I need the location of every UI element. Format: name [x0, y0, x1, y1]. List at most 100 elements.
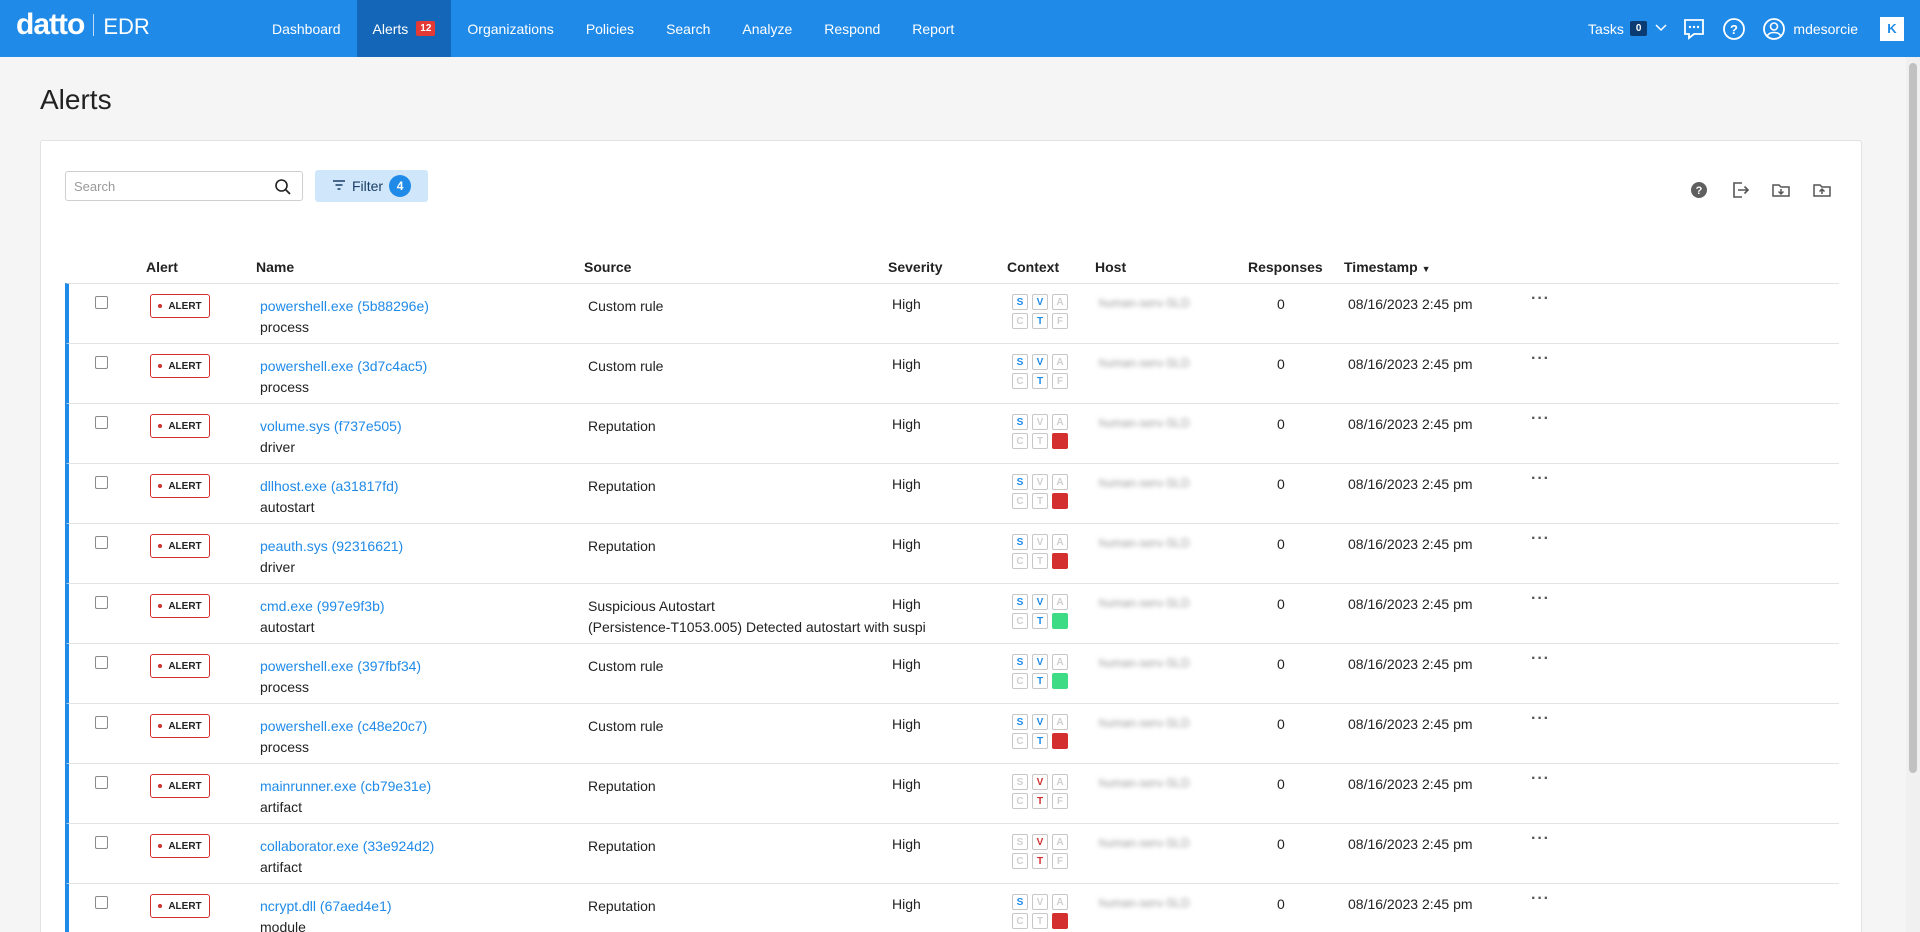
- table-row[interactable]: ALERT mainrunner.exe (cb79e31e) artifact Re…: [65, 763, 1839, 823]
- context-c-indicator[interactable]: C: [1012, 673, 1028, 689]
- context-s-indicator[interactable]: S: [1012, 654, 1028, 670]
- context-a-indicator[interactable]: A: [1052, 654, 1068, 670]
- context-v-indicator[interactable]: V: [1032, 474, 1048, 490]
- table-row[interactable]: ALERT powershell.exe (3d7c4ac5) process Cus…: [65, 343, 1839, 403]
- context-f-indicator[interactable]: F: [1052, 793, 1068, 809]
- context-c-indicator[interactable]: C: [1012, 853, 1028, 869]
- context-t-indicator[interactable]: T: [1032, 613, 1048, 629]
- context-c-indicator[interactable]: C: [1012, 493, 1028, 509]
- context-a-indicator[interactable]: A: [1052, 774, 1068, 790]
- context-v-indicator[interactable]: V: [1032, 894, 1048, 910]
- context-c-indicator[interactable]: C: [1012, 373, 1028, 389]
- context-t-indicator[interactable]: T: [1032, 313, 1048, 329]
- nav-respond[interactable]: Respond: [808, 0, 896, 57]
- row-checkbox[interactable]: [95, 716, 108, 729]
- help-circle-icon[interactable]: ?: [1688, 179, 1710, 201]
- more-actions-icon[interactable]: ···: [1531, 350, 1550, 367]
- page-scrollbar[interactable]: [1906, 57, 1920, 932]
- row-checkbox[interactable]: [95, 596, 108, 609]
- context-s-indicator[interactable]: S: [1012, 294, 1028, 310]
- more-actions-icon[interactable]: ···: [1531, 470, 1550, 487]
- context-s-indicator[interactable]: S: [1012, 594, 1028, 610]
- context-c-indicator[interactable]: C: [1012, 553, 1028, 569]
- table-row[interactable]: ALERT peauth.sys (92316621) driver Reputati…: [65, 523, 1839, 583]
- host-name[interactable]: human-serv-SLD: [1099, 656, 1190, 670]
- context-a-indicator[interactable]: A: [1052, 714, 1068, 730]
- kaseya-logo-icon[interactable]: K: [1880, 16, 1904, 41]
- context-c-indicator[interactable]: C: [1012, 613, 1028, 629]
- context-f-indicator[interactable]: [1052, 553, 1068, 569]
- context-s-indicator[interactable]: S: [1012, 354, 1028, 370]
- alert-name-link[interactable]: powershell.exe (3d7c4ac5): [260, 358, 428, 374]
- context-f-indicator[interactable]: [1052, 913, 1068, 929]
- table-row[interactable]: ALERT powershell.exe (5b88296e) process Cus…: [65, 283, 1839, 343]
- alert-name-link[interactable]: powershell.exe (397fbf34): [260, 658, 422, 674]
- context-a-indicator[interactable]: A: [1052, 894, 1068, 910]
- context-f-indicator[interactable]: F: [1052, 373, 1068, 389]
- more-actions-icon[interactable]: ···: [1531, 590, 1550, 607]
- upload-folder-icon[interactable]: [1811, 179, 1833, 201]
- table-row[interactable]: ALERT cmd.exe (997e9f3b) autostart Suspicio…: [65, 583, 1839, 643]
- context-a-indicator[interactable]: A: [1052, 354, 1068, 370]
- context-t-indicator[interactable]: T: [1032, 793, 1048, 809]
- context-a-indicator[interactable]: A: [1052, 834, 1068, 850]
- host-name[interactable]: human-serv-SLD: [1099, 596, 1190, 610]
- context-s-indicator[interactable]: S: [1012, 714, 1028, 730]
- alert-name-link[interactable]: mainrunner.exe (cb79e31e): [260, 778, 432, 794]
- context-s-indicator[interactable]: S: [1012, 774, 1028, 790]
- alert-name-link[interactable]: powershell.exe (5b88296e): [260, 298, 429, 314]
- context-c-indicator[interactable]: C: [1012, 433, 1028, 449]
- host-name[interactable]: human-serv-SLD: [1099, 416, 1190, 430]
- context-f-indicator[interactable]: [1052, 493, 1068, 509]
- filter-button[interactable]: Filter 4: [315, 170, 428, 202]
- context-a-indicator[interactable]: A: [1052, 474, 1068, 490]
- context-c-indicator[interactable]: C: [1012, 733, 1028, 749]
- context-f-indicator[interactable]: [1052, 613, 1068, 629]
- scrollbar-thumb[interactable]: [1909, 63, 1917, 773]
- more-actions-icon[interactable]: ···: [1531, 530, 1550, 547]
- export-icon[interactable]: [1729, 179, 1751, 201]
- download-folder-icon[interactable]: [1770, 179, 1792, 201]
- help-icon[interactable]: ?: [1721, 16, 1747, 42]
- column-alert[interactable]: Alert: [146, 259, 178, 275]
- more-actions-icon[interactable]: ···: [1531, 830, 1550, 847]
- search-icon[interactable]: [274, 178, 292, 196]
- context-v-indicator[interactable]: V: [1032, 714, 1048, 730]
- context-t-indicator[interactable]: T: [1032, 733, 1048, 749]
- context-f-indicator[interactable]: [1052, 673, 1068, 689]
- feedback-icon[interactable]: [1681, 16, 1707, 42]
- context-s-indicator[interactable]: S: [1012, 534, 1028, 550]
- host-name[interactable]: human-serv-SLD: [1099, 836, 1190, 850]
- column-severity[interactable]: Severity: [888, 259, 943, 275]
- column-name[interactable]: Name: [256, 259, 295, 275]
- more-actions-icon[interactable]: ···: [1531, 410, 1550, 427]
- context-v-indicator[interactable]: V: [1032, 654, 1048, 670]
- context-s-indicator[interactable]: S: [1012, 474, 1028, 490]
- row-checkbox[interactable]: [95, 476, 108, 489]
- context-t-indicator[interactable]: T: [1032, 433, 1048, 449]
- context-f-indicator[interactable]: [1052, 733, 1068, 749]
- context-s-indicator[interactable]: S: [1012, 894, 1028, 910]
- context-v-indicator[interactable]: V: [1032, 534, 1048, 550]
- host-name[interactable]: human-serv-SLD: [1099, 476, 1190, 490]
- more-actions-icon[interactable]: ···: [1531, 890, 1550, 907]
- nav-alerts[interactable]: Alerts 12: [356, 0, 452, 57]
- table-row[interactable]: ALERT powershell.exe (397fbf34) process Cus…: [65, 643, 1839, 703]
- table-row[interactable]: ALERT collaborator.exe (33e924d2) artifact…: [65, 823, 1839, 883]
- host-name[interactable]: human-serv-SLD: [1099, 356, 1190, 370]
- host-name[interactable]: human-serv-SLD: [1099, 776, 1190, 790]
- context-v-indicator[interactable]: V: [1032, 294, 1048, 310]
- table-row[interactable]: ALERT powershell.exe (c48e20c7) process Cus…: [65, 703, 1839, 763]
- alert-name-link[interactable]: peauth.sys (92316621): [260, 538, 404, 554]
- context-c-indicator[interactable]: C: [1012, 313, 1028, 329]
- nav-analyze[interactable]: Analyze: [726, 0, 808, 57]
- host-name[interactable]: human-serv-SLD: [1099, 896, 1190, 910]
- alert-name-link[interactable]: collaborator.exe (33e924d2): [260, 838, 435, 854]
- nav-search[interactable]: Search: [650, 0, 726, 57]
- context-t-indicator[interactable]: T: [1032, 373, 1048, 389]
- table-row[interactable]: ALERT ncrypt.dll (67aed4e1) module Reputati…: [65, 883, 1839, 932]
- row-checkbox[interactable]: [95, 536, 108, 549]
- context-c-indicator[interactable]: C: [1012, 913, 1028, 929]
- context-t-indicator[interactable]: T: [1032, 553, 1048, 569]
- alert-name-link[interactable]: volume.sys (f737e505): [260, 418, 402, 434]
